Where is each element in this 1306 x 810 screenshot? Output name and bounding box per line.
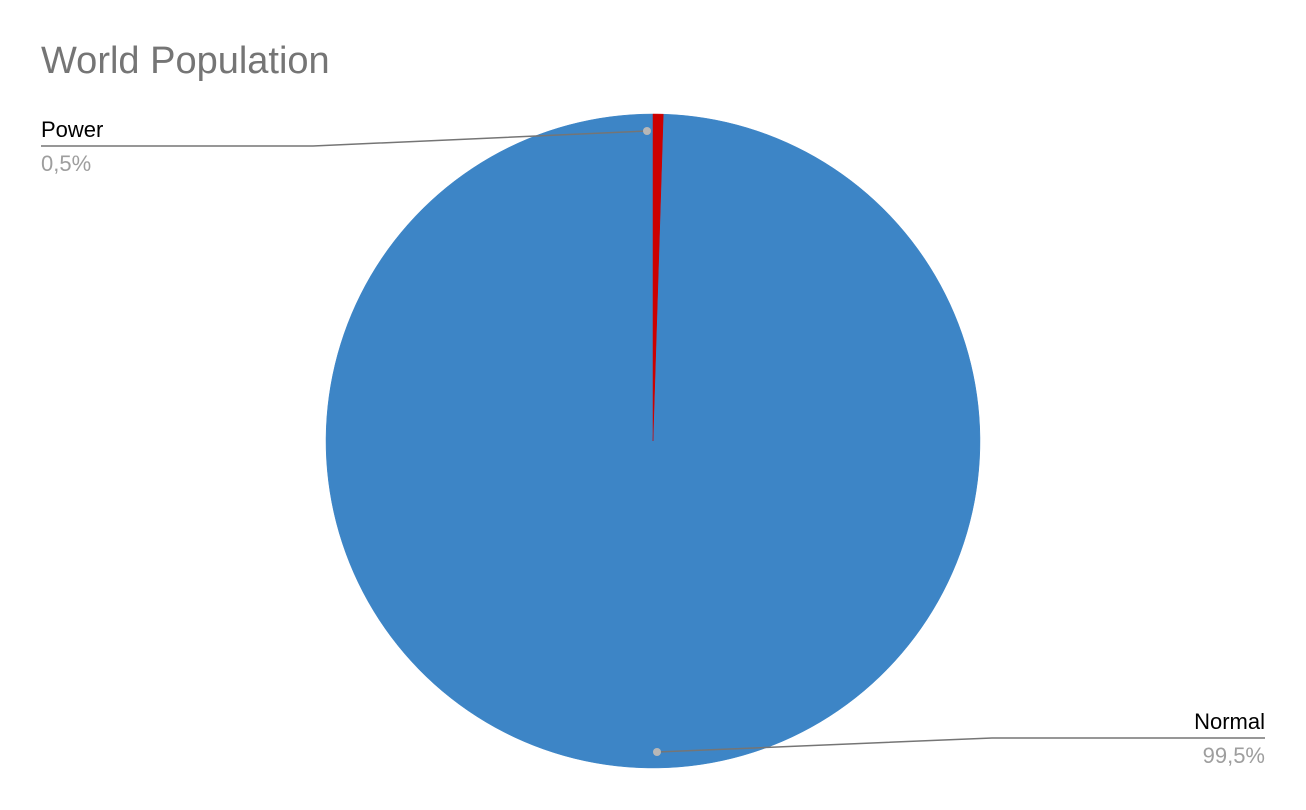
slice-label-normal: Normal: [1194, 709, 1265, 734]
pie-slice-power: [652, 113, 664, 442]
leader-dot-normal: [653, 748, 661, 756]
slice-value-normal: 99,5%: [1203, 743, 1265, 768]
slice-value-power: 0,5%: [41, 151, 91, 176]
leader-line-power: [41, 130, 648, 147]
labels-layer: Power 0,5% Normal 99,5%: [41, 117, 1265, 768]
slices-layer: [325, 113, 981, 769]
leader-dot-power: [643, 127, 651, 135]
chart-title: World Population: [41, 40, 330, 82]
slice-label-power: Power: [41, 117, 103, 142]
leader-line-normal: [656, 737, 1265, 753]
